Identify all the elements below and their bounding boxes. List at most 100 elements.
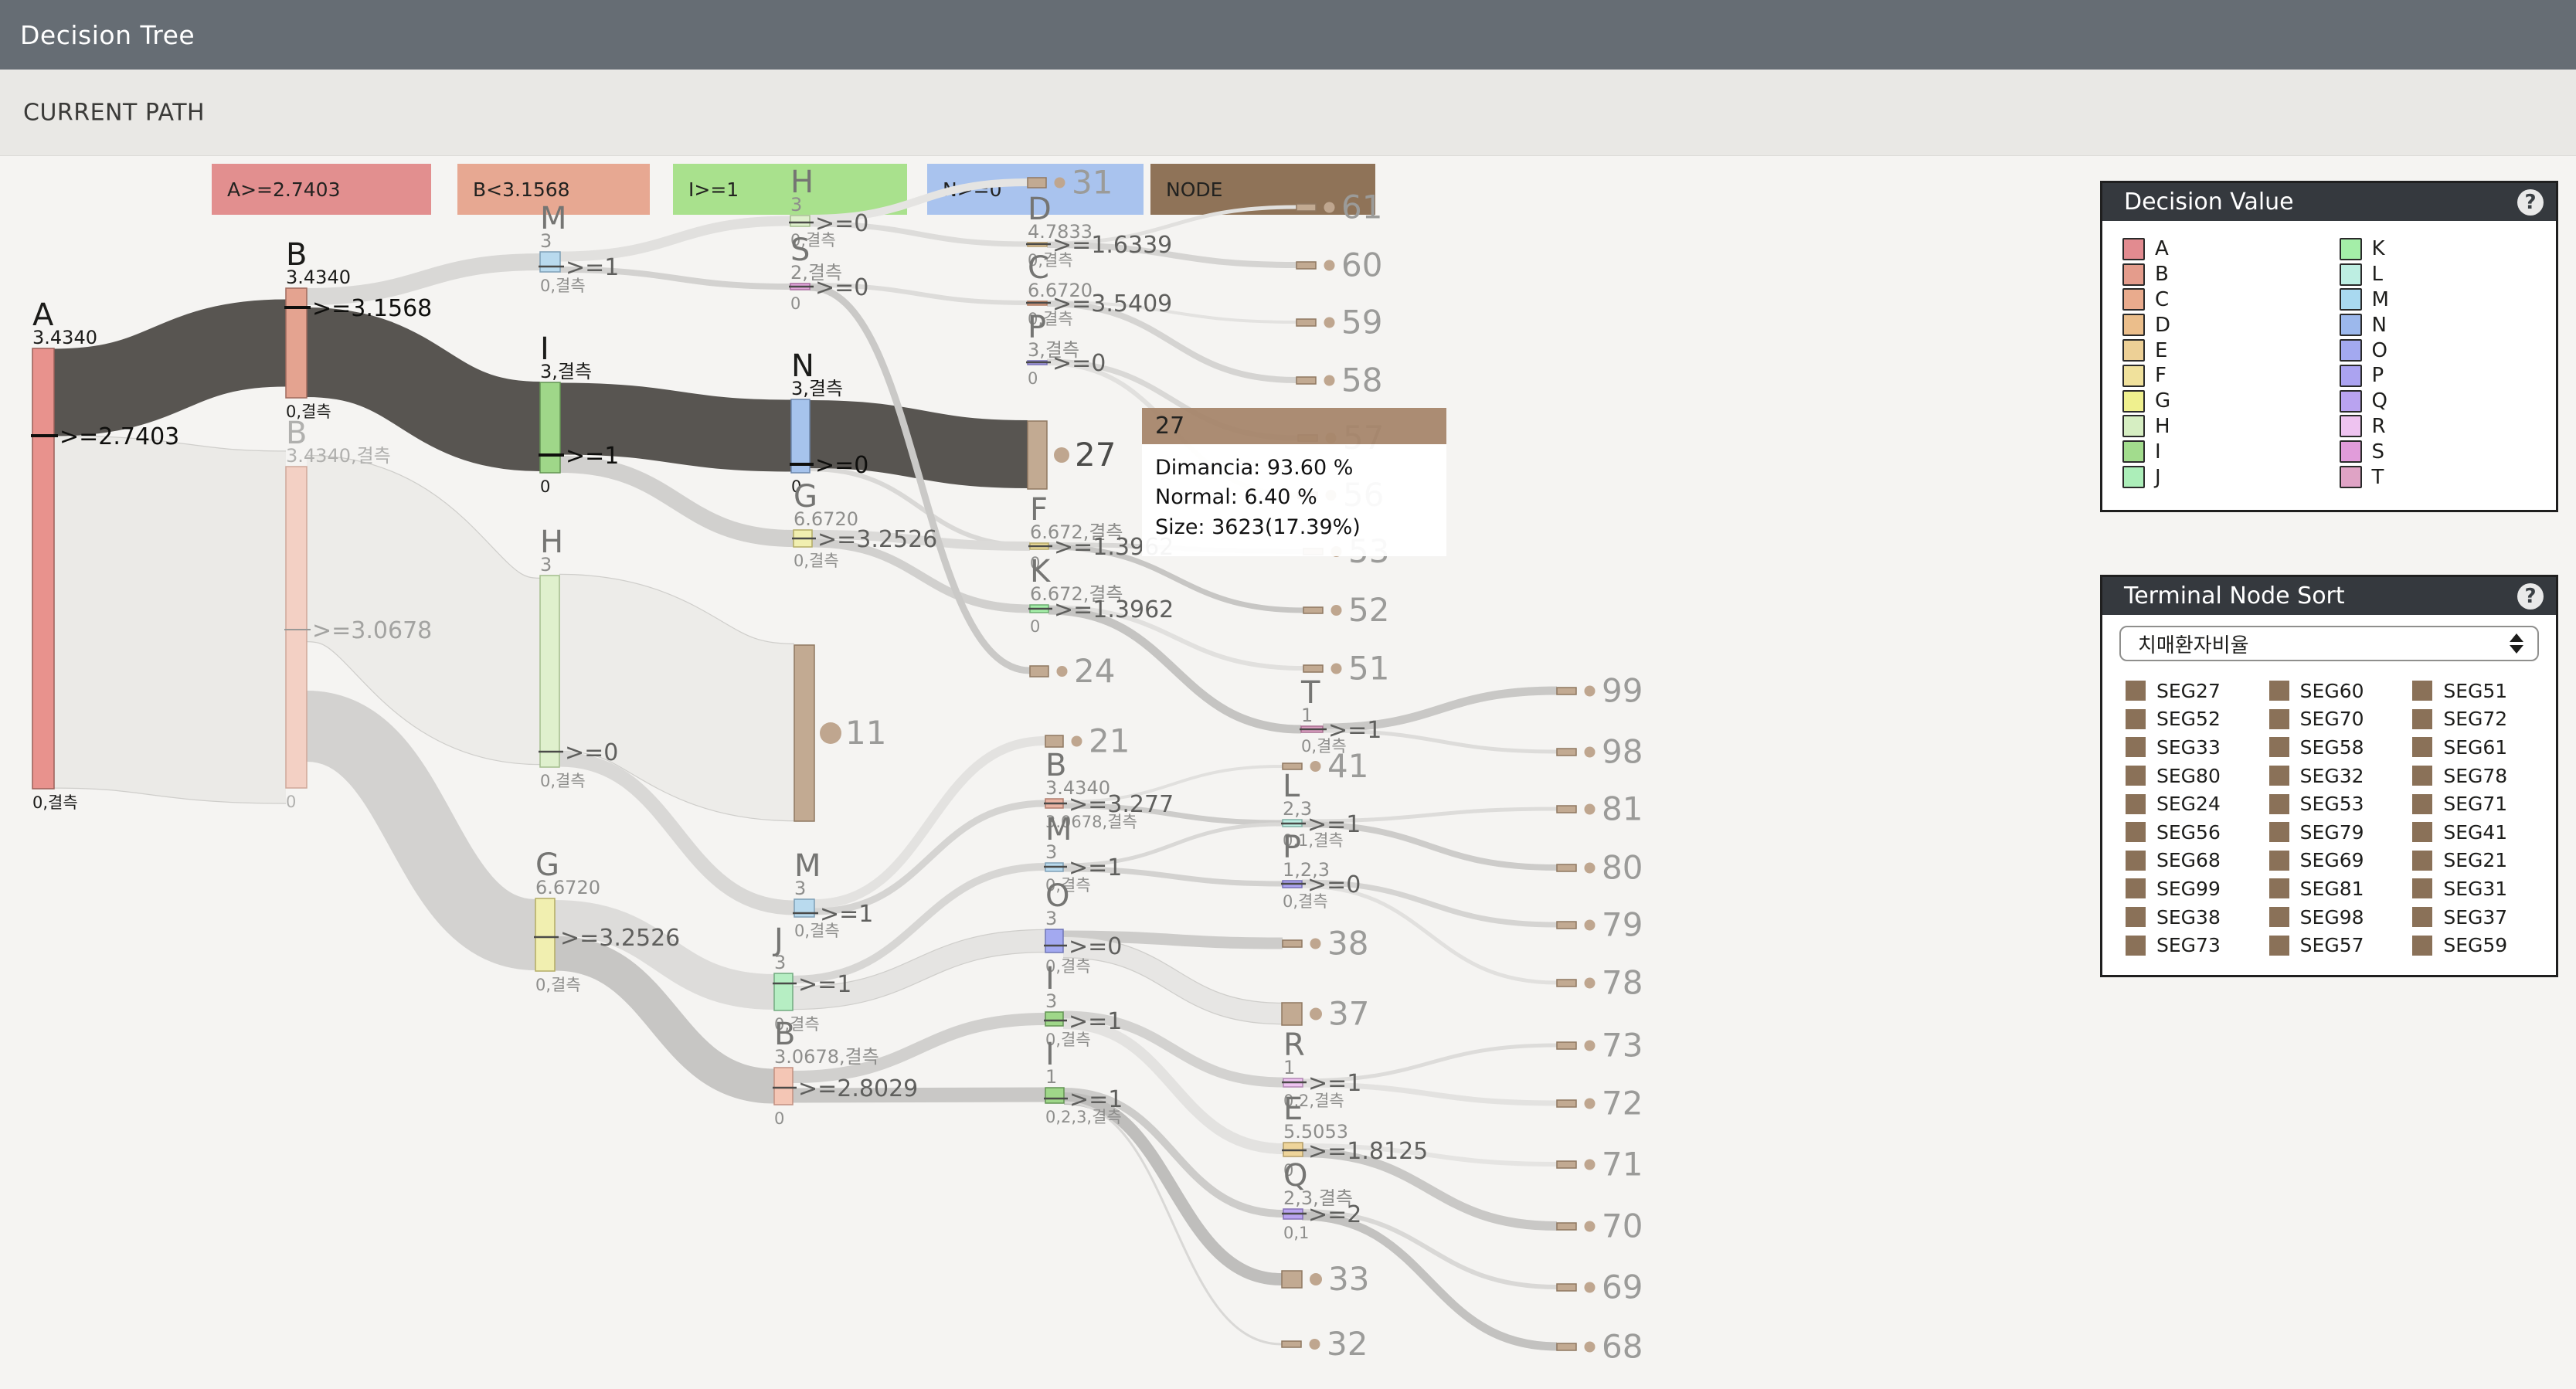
segment-item-SEG69[interactable]: SEG69 [2268, 847, 2413, 875]
segment-item-SEG59[interactable]: SEG59 [2412, 931, 2556, 959]
legend-item-A[interactable]: A [2122, 236, 2340, 262]
terminal-node-81[interactable]: 81 [1556, 790, 1643, 828]
decision-node-Q[interactable]: Q2,3,결측>=20,1 [1282, 1158, 1361, 1242]
terminal-node-37[interactable]: 37 [1281, 995, 1369, 1033]
terminal-bar[interactable] [1556, 1099, 1577, 1108]
segment-item-SEG37[interactable]: SEG37 [2412, 903, 2556, 932]
decision-node-T[interactable]: T1 >=10,결측 [1300, 675, 1381, 756]
decision-node-A[interactable]: A3.4340 >=2.7403 0,결측 [31, 297, 179, 812]
terminal-node-68[interactable]: 68 [1556, 1328, 1643, 1366]
segment-item-SEG79[interactable]: SEG79 [2268, 818, 2413, 847]
legend-item-K[interactable]: K [2339, 236, 2557, 262]
help-icon[interactable]: ? [2517, 188, 2544, 216]
legend-item-D[interactable]: D [2122, 312, 2340, 338]
terminal-node-32[interactable]: 32 [1281, 1325, 1368, 1363]
terminal-bar[interactable] [1303, 664, 1324, 673]
terminal-bar[interactable] [1556, 805, 1577, 813]
legend-item-M[interactable]: M [2339, 287, 2557, 313]
decision-node-P4[interactable]: P3,결측>=0 0 [1026, 310, 1106, 388]
terminal-node-51[interactable]: 51 [1303, 650, 1389, 688]
decision-node-E[interactable]: E5.5053>=1.8125 0 [1282, 1092, 1428, 1180]
terminal-bar[interactable] [1556, 687, 1577, 695]
segment-item-SEG98[interactable]: SEG98 [2268, 903, 2413, 932]
terminal-node-61[interactable]: 61 [1296, 188, 1382, 226]
legend-item-O[interactable]: O [2339, 338, 2557, 363]
terminal-bar[interactable] [1045, 735, 1064, 748]
terminal-bar[interactable] [1556, 1160, 1577, 1169]
terminal-bar[interactable] [1556, 1041, 1577, 1050]
segment-item-SEG70[interactable]: SEG70 [2268, 705, 2413, 734]
terminal-node-99[interactable]: 99 [1556, 672, 1643, 710]
terminal-bar[interactable] [1282, 762, 1303, 770]
decision-node-I5[interactable]: I1 >=10,2,3,결측 [1044, 1037, 1123, 1126]
terminal-bar[interactable] [1281, 1002, 1303, 1026]
node-bar[interactable] [539, 575, 560, 768]
terminal-bar[interactable] [1296, 376, 1317, 385]
legend-item-P[interactable]: P [2339, 363, 2557, 389]
terminal-node-33[interactable]: 33 [1281, 1260, 1369, 1298]
segment-item-SEG41[interactable]: SEG41 [2412, 818, 2556, 847]
segment-item-SEG99[interactable]: SEG99 [2126, 874, 2269, 903]
terminal-node-27[interactable]: 27 [1027, 420, 1116, 490]
decision-node-I2[interactable]: I3,결측 >=1 0 [539, 331, 619, 496]
legend-item-E[interactable]: E [2122, 338, 2340, 363]
terminal-node-41[interactable]: 41 [1282, 747, 1368, 785]
decision-node-B2[interactable]: B3.4340,결측 >=3.0678 0 [284, 416, 432, 811]
legend-item-J[interactable]: J [2122, 464, 2340, 490]
segment-item-SEG81[interactable]: SEG81 [2268, 874, 2413, 903]
legend-item-F[interactable]: F [2122, 363, 2340, 389]
legend-item-N[interactable]: N [2339, 312, 2557, 338]
decision-node-O[interactable]: O3>=00,결측 [1044, 878, 1122, 976]
segment-item-SEG73[interactable]: SEG73 [2126, 931, 2269, 959]
terminal-node-24[interactable]: 24 [1029, 652, 1115, 690]
terminal-node-31[interactable]: 31 [1027, 164, 1113, 202]
legend-item-I[interactable]: I [2122, 439, 2340, 464]
legend-item-B[interactable]: B [2122, 262, 2340, 287]
node-bar[interactable] [773, 1067, 794, 1105]
decision-node-P5[interactable]: P1,2,3>=00,결측 [1281, 830, 1361, 911]
terminal-node-73[interactable]: 73 [1556, 1027, 1643, 1065]
segment-item-SEG60[interactable]: SEG60 [2268, 677, 2413, 705]
terminal-bar[interactable] [1556, 979, 1577, 987]
node-bar[interactable] [1045, 1087, 1065, 1104]
decision-node-R[interactable]: R1 >=10,2,결측 [1282, 1027, 1361, 1110]
segment-item-SEG52[interactable]: SEG52 [2126, 705, 2269, 734]
terminal-node-98[interactable]: 98 [1556, 733, 1643, 771]
terminal-node-72[interactable]: 72 [1556, 1085, 1643, 1122]
node-bar[interactable] [1045, 929, 1064, 953]
terminal-node-70[interactable]: 70 [1556, 1207, 1643, 1245]
legend-item-Q[interactable]: Q [2339, 389, 2557, 414]
segment-item-SEG38[interactable]: SEG38 [2126, 903, 2269, 932]
terminal-bar[interactable] [1556, 1343, 1577, 1351]
terminal-node-78[interactable]: 78 [1556, 964, 1643, 1002]
node-bar[interactable] [535, 898, 556, 972]
terminal-node-69[interactable]: 69 [1556, 1268, 1643, 1306]
terminal-node-38[interactable]: 38 [1282, 925, 1368, 963]
node-bar[interactable] [539, 382, 561, 474]
segment-item-SEG61[interactable]: SEG61 [2412, 733, 2556, 762]
segment-item-SEG33[interactable]: SEG33 [2126, 733, 2269, 762]
decision-node-I4[interactable]: I3 >=10,결측 [1044, 961, 1122, 1049]
terminal-node-79[interactable]: 79 [1556, 906, 1643, 944]
decision-node-M3[interactable]: M3 >=10,결측 [793, 848, 873, 940]
segment-item-SEG72[interactable]: SEG72 [2412, 705, 2556, 734]
legend-item-H[interactable]: H [2122, 414, 2340, 440]
help-icon[interactable]: ? [2517, 582, 2544, 610]
segment-item-SEG58[interactable]: SEG58 [2268, 733, 2413, 762]
segment-item-SEG78[interactable]: SEG78 [2412, 762, 2556, 790]
terminal-bar[interactable] [1029, 665, 1049, 678]
decision-node-M2[interactable]: M3 >=10,결측 [539, 201, 619, 295]
legend-item-L[interactable]: L [2339, 262, 2557, 287]
terminal-bar[interactable] [1027, 177, 1047, 188]
node-bar[interactable] [285, 287, 308, 399]
terminal-bar[interactable] [1556, 921, 1577, 929]
terminal-node-80[interactable]: 80 [1556, 849, 1643, 887]
legend-item-R[interactable]: R [2339, 414, 2557, 440]
segment-item-SEG21[interactable]: SEG21 [2412, 847, 2556, 875]
decision-node-H2[interactable]: H3 >=00,결측 [789, 165, 868, 250]
node-bar[interactable] [1045, 1011, 1064, 1027]
segment-item-SEG68[interactable]: SEG68 [2126, 847, 2269, 875]
segment-item-SEG80[interactable]: SEG80 [2126, 762, 2269, 790]
